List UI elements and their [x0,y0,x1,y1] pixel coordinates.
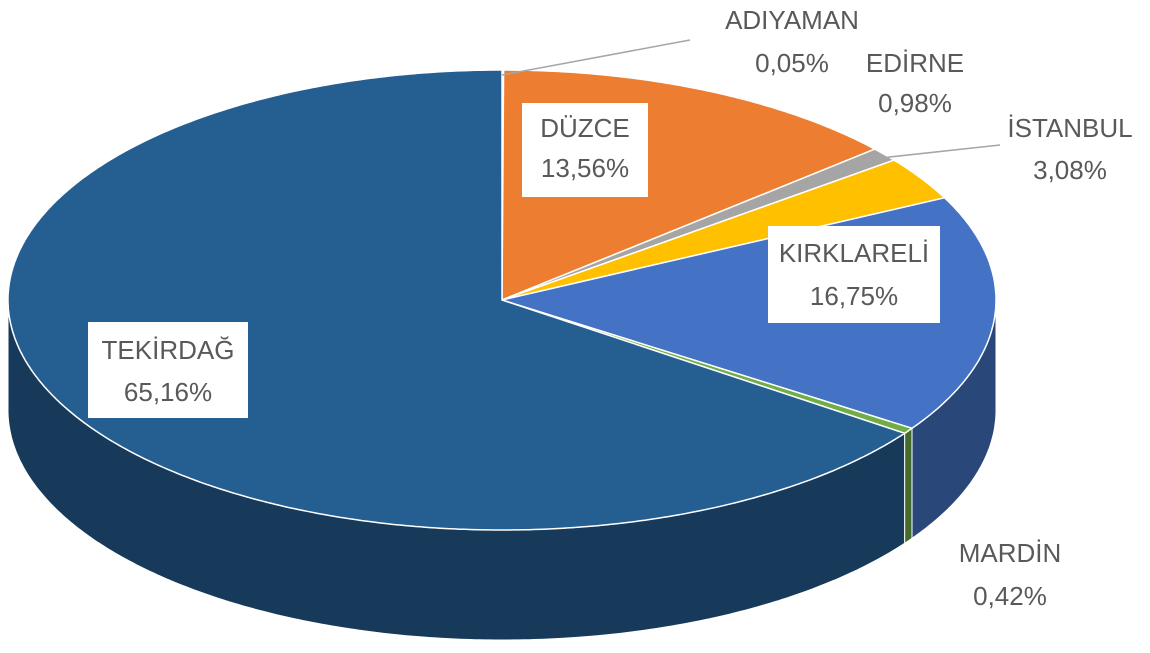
pie-slice [501,159,947,301]
label-box [522,103,648,197]
value-label: 0,05% [755,48,829,78]
value-label: 16,75% [810,281,898,311]
category-label: İSTANBUL [1007,113,1132,143]
value-label: 0,98% [878,88,952,118]
label-box [88,322,248,418]
leader-line [861,144,1001,161]
value-label: 3,08% [1033,155,1107,185]
category-label: DÜZCE [540,113,630,143]
category-label: KIRKLARELİ [779,238,929,268]
value-label: 65,16% [124,377,212,407]
category-label: TEKİRDAĞ [102,335,235,365]
category-label: ADIYAMAN [725,5,859,35]
value-label: 13,56% [541,153,629,183]
pie-side [904,427,913,545]
category-label: EDİRNE [866,48,964,78]
value-label: 0,42% [973,581,1047,611]
category-label: MARDİN [959,538,1062,568]
leader-line [501,39,691,76]
label-box [768,226,940,323]
labels: ADIYAMAN 0,05% DÜZCE 13,56% EDİRNE 0,98% İSTAN… [88,5,1133,611]
pie-slice [501,148,896,301]
